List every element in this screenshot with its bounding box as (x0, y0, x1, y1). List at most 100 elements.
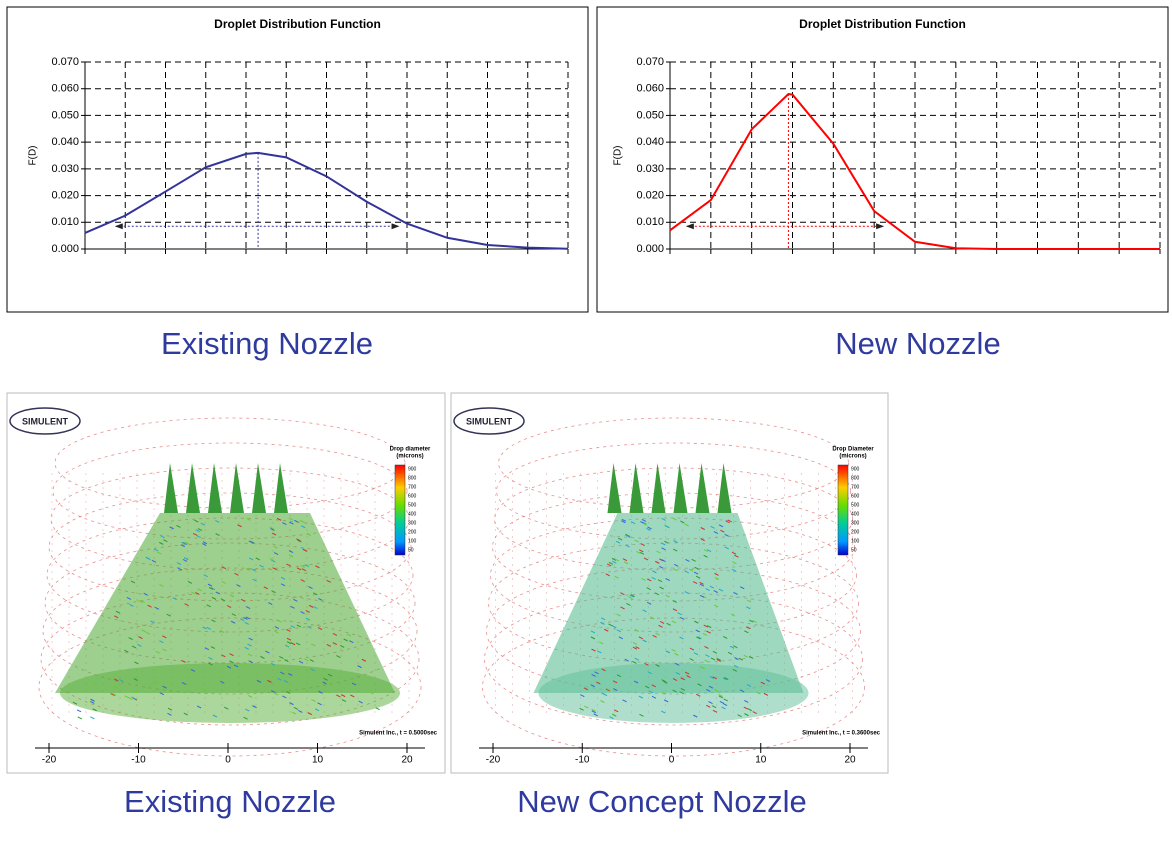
y-tick-label: 0.030 (51, 163, 79, 175)
droplet (733, 591, 738, 595)
droplet (632, 646, 638, 650)
droplet (591, 708, 596, 712)
droplet (267, 679, 272, 683)
droplet (181, 541, 186, 545)
droplet (317, 702, 322, 706)
droplet (247, 643, 252, 647)
cylinder-ring (40, 592, 420, 726)
droplet (605, 688, 611, 692)
droplet (159, 541, 164, 545)
droplet (723, 636, 728, 639)
droplet (657, 579, 663, 583)
droplet (184, 541, 189, 545)
droplet (663, 699, 669, 703)
droplet (713, 604, 719, 608)
droplet (684, 523, 689, 527)
droplet (724, 533, 729, 537)
droplet (730, 613, 736, 617)
y-tick-label: 0.000 (51, 243, 79, 255)
droplet (590, 684, 595, 688)
droplet (646, 527, 651, 531)
droplet (77, 716, 83, 720)
droplet (271, 559, 276, 563)
droplet (269, 526, 275, 530)
droplet (744, 630, 749, 634)
droplet (702, 633, 708, 636)
droplet (703, 549, 709, 553)
legend-value: 900 (851, 466, 860, 472)
droplet (608, 623, 613, 627)
y-tick-label: 0.030 (636, 163, 664, 175)
droplet (308, 586, 313, 590)
y-tick-label: 0.050 (51, 109, 79, 121)
y-tick-label: 0.060 (636, 83, 664, 95)
droplet (622, 699, 627, 703)
legend-value: 100 (851, 538, 860, 544)
droplet (655, 632, 660, 636)
droplet (299, 519, 305, 523)
data-line (669, 93, 1160, 250)
droplet (606, 688, 611, 692)
droplet (608, 561, 614, 565)
droplet (245, 606, 251, 610)
droplet (272, 567, 277, 571)
legend-title: Drop diameter (390, 447, 431, 453)
droplet (689, 647, 695, 651)
droplet (176, 562, 182, 566)
droplet (234, 572, 239, 576)
droplet (671, 648, 676, 652)
droplet (231, 613, 237, 617)
droplet (230, 620, 236, 624)
droplet (733, 664, 739, 668)
droplet (341, 694, 346, 698)
droplet (290, 605, 295, 609)
droplet (699, 583, 705, 587)
droplet (221, 581, 227, 585)
droplet (641, 578, 646, 581)
droplet (308, 604, 314, 608)
droplet (286, 629, 291, 632)
legend-value: 300 (851, 520, 860, 526)
chart-title: Droplet Distribution Function (214, 17, 381, 31)
droplet (642, 639, 647, 643)
droplet (221, 654, 226, 658)
droplet (327, 673, 333, 677)
droplet (583, 687, 589, 691)
droplet (268, 602, 273, 605)
droplet (648, 690, 654, 694)
droplet (284, 659, 289, 663)
droplet (693, 714, 698, 718)
droplet (699, 666, 704, 669)
spray-cone (533, 513, 804, 693)
droplet (712, 709, 718, 713)
droplet (317, 627, 323, 630)
droplet (190, 591, 196, 595)
droplet (628, 596, 633, 600)
droplet (306, 533, 312, 537)
cylinder-ring (484, 592, 863, 726)
droplet (294, 519, 299, 523)
cylinder-ring (50, 467, 410, 571)
droplet (613, 688, 618, 691)
droplet (274, 630, 279, 634)
droplet (731, 551, 737, 555)
droplet (166, 613, 172, 617)
droplet (714, 572, 719, 576)
droplet (90, 716, 95, 720)
legend-value: 500 (851, 502, 860, 508)
droplet (141, 629, 146, 633)
droplet (655, 560, 660, 564)
droplet (673, 540, 678, 544)
droplet (229, 653, 234, 657)
nozzle-jet (164, 463, 178, 513)
droplet (699, 581, 704, 585)
droplet (162, 648, 167, 652)
droplet (301, 568, 306, 572)
droplet (154, 606, 160, 610)
droplet (655, 664, 660, 667)
droplet (285, 690, 291, 694)
droplet (289, 521, 294, 525)
nozzle-jet (717, 463, 732, 513)
axis-tick-label: -10 (575, 755, 590, 766)
